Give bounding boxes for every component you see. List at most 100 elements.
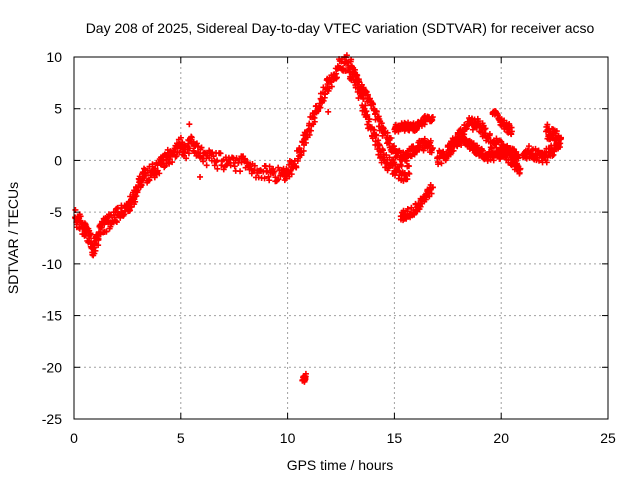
data-point (117, 214, 124, 221)
data-series (391, 113, 436, 135)
data-point (176, 149, 183, 156)
data-point (481, 126, 488, 133)
data-point (333, 74, 340, 81)
data-point (241, 155, 248, 162)
data-point (156, 170, 163, 177)
data-point (398, 162, 405, 169)
data-point (544, 121, 551, 128)
data-point (385, 164, 392, 171)
data-point (396, 147, 403, 154)
data-point (277, 172, 284, 179)
data-point (470, 140, 477, 147)
plot-frame (73, 56, 609, 420)
data-point (185, 150, 192, 157)
data-point (160, 157, 167, 164)
data-point (231, 163, 238, 170)
data-point (405, 170, 412, 177)
data-point (211, 162, 218, 169)
data-point (298, 152, 305, 159)
data-point (395, 167, 402, 174)
y-axis-label: SDTVAR / TECUs (5, 182, 21, 294)
data-point (251, 162, 258, 169)
data-point (108, 212, 115, 219)
data-point (364, 111, 371, 118)
data-point (404, 176, 411, 183)
data-point (203, 162, 210, 169)
data-point (243, 160, 250, 167)
data-point (404, 205, 411, 212)
data-point (266, 177, 273, 184)
data-point (446, 147, 453, 154)
data-point (95, 235, 102, 242)
data-point (320, 97, 327, 104)
data-point (403, 157, 410, 164)
data-point (376, 142, 383, 149)
y-tick-label: 10 (46, 49, 62, 65)
data-point (373, 108, 380, 115)
data-point (416, 146, 423, 153)
data-point (146, 176, 153, 183)
data-point (356, 78, 363, 85)
data-point (508, 124, 515, 131)
data-point (266, 163, 273, 170)
data-point (508, 131, 515, 138)
data-point (440, 148, 447, 155)
data-point (486, 130, 493, 137)
data-point (328, 83, 335, 90)
data-point (371, 126, 378, 133)
data-point (421, 135, 428, 142)
data-point (498, 138, 505, 145)
data-point (95, 242, 102, 249)
data-point (552, 137, 559, 144)
data-point (325, 108, 332, 115)
data-point (490, 157, 497, 164)
data-point (113, 219, 120, 226)
data-points (72, 52, 565, 385)
data-point (369, 135, 376, 142)
data-point (535, 147, 542, 154)
data-point (163, 153, 170, 160)
data-point (438, 160, 445, 167)
data-point (261, 175, 268, 182)
data-series (489, 107, 515, 138)
data-point (271, 168, 278, 175)
data-point (317, 104, 324, 111)
y-tick-label: 0 (54, 152, 62, 168)
data-point (186, 145, 193, 152)
data-point (293, 164, 300, 171)
data-point (200, 158, 207, 165)
data-point (272, 174, 279, 181)
data-point (133, 193, 140, 200)
y-tick-label: -20 (42, 359, 62, 375)
data-point (551, 127, 558, 134)
chart-title: Day 208 of 2025, Sidereal Day-to-day VTE… (86, 20, 595, 36)
data-point (475, 118, 482, 125)
x-tick-label: 20 (493, 430, 509, 446)
data-point (500, 153, 507, 160)
data-point (363, 88, 370, 95)
data-point (169, 159, 176, 166)
data-point (194, 143, 201, 150)
x-tick-label: 5 (177, 430, 185, 446)
data-point (384, 129, 391, 136)
data-point (435, 161, 442, 168)
data-point (179, 139, 186, 146)
data-point (552, 132, 559, 139)
data-point (417, 203, 424, 210)
y-tick-label: 5 (54, 101, 62, 117)
data-point (77, 213, 84, 220)
data-series (397, 181, 436, 224)
data-point (373, 131, 380, 138)
data-point (302, 139, 309, 146)
data-point (375, 137, 382, 144)
data-point (183, 155, 190, 162)
data-point (549, 152, 556, 159)
data-point (555, 144, 562, 151)
data-point (378, 120, 385, 127)
data-point (91, 244, 98, 251)
x-tick-label: 10 (280, 430, 296, 446)
data-point (383, 152, 390, 159)
data-point (300, 147, 307, 154)
x-tick-label: 25 (600, 430, 616, 446)
data-point (422, 196, 429, 203)
